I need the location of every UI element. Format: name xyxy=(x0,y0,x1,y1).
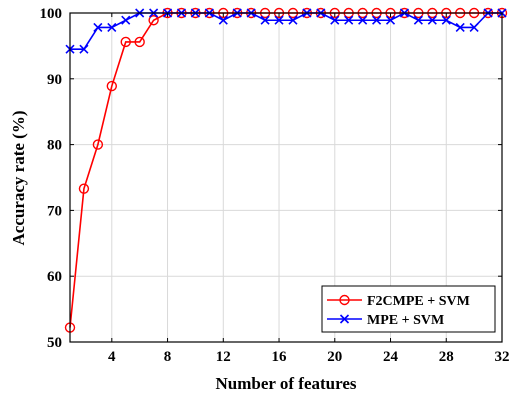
x-tick-label: 28 xyxy=(439,349,454,365)
data-point-mpe xyxy=(413,15,423,25)
data-point-mpe xyxy=(288,15,298,25)
legend-box xyxy=(321,285,496,333)
data-point-f2cmpe xyxy=(106,80,118,92)
y-tick-label: 50 xyxy=(47,335,62,351)
data-point-mpe xyxy=(93,22,103,33)
data-point-mpe xyxy=(107,22,117,33)
data-point-mpe xyxy=(344,15,354,25)
legend: F2CMPE + SVM MPE + SVM xyxy=(321,285,496,333)
data-point-f2cmpe xyxy=(78,183,90,194)
y-tick-label: 80 xyxy=(47,138,62,154)
y-axis-label: Accuracy rate (%) xyxy=(9,111,28,246)
x-tick-label: 12 xyxy=(216,349,231,365)
legend-label-mpe: MPE + SVM xyxy=(367,313,444,328)
data-point-mpe xyxy=(79,44,89,54)
x-tick-label: 20 xyxy=(327,349,342,365)
legend-label-f2cmpe: F2CMPE + SVM xyxy=(367,294,470,309)
ticks: 4 8 12 16 20 24 28 32 50 60 70 80 90 100 xyxy=(40,6,509,365)
data-point-f2cmpe xyxy=(134,36,145,48)
data-point-mpe xyxy=(121,15,131,25)
legend-marker-mpe xyxy=(339,314,350,324)
y-tick-label: 90 xyxy=(47,72,62,88)
y-tick-label: 70 xyxy=(47,203,62,219)
plot-frame xyxy=(69,12,503,343)
data-point-f2cmpe xyxy=(92,139,104,150)
data-point-mpe xyxy=(385,15,396,25)
x-tick-label: 24 xyxy=(383,349,399,365)
data-point-mpe xyxy=(358,15,368,25)
data-point-mpe xyxy=(427,15,437,25)
data-point-f2cmpe xyxy=(148,15,159,26)
x-tick-label: 8 xyxy=(164,349,172,365)
y-tick-label: 100 xyxy=(40,6,63,22)
data-point-mpe xyxy=(274,15,284,25)
x-tick-label: 16 xyxy=(272,349,288,365)
data-point-f2cmpe xyxy=(120,36,131,48)
y-tick-label: 60 xyxy=(47,269,62,285)
data-point-mpe xyxy=(260,15,270,25)
data-point-mpe xyxy=(441,15,451,25)
data-point-mpe xyxy=(218,15,228,25)
legend-marker-f2cmpe xyxy=(339,294,350,306)
x-tick-label: 32 xyxy=(495,349,509,365)
data-point-mpe xyxy=(469,22,479,33)
data-point-mpe xyxy=(330,15,340,25)
x-axis-label: Number of features xyxy=(215,374,356,393)
data-point-mpe xyxy=(455,22,465,33)
x-tick-label: 4 xyxy=(108,349,116,365)
data-point-mpe xyxy=(372,15,382,25)
